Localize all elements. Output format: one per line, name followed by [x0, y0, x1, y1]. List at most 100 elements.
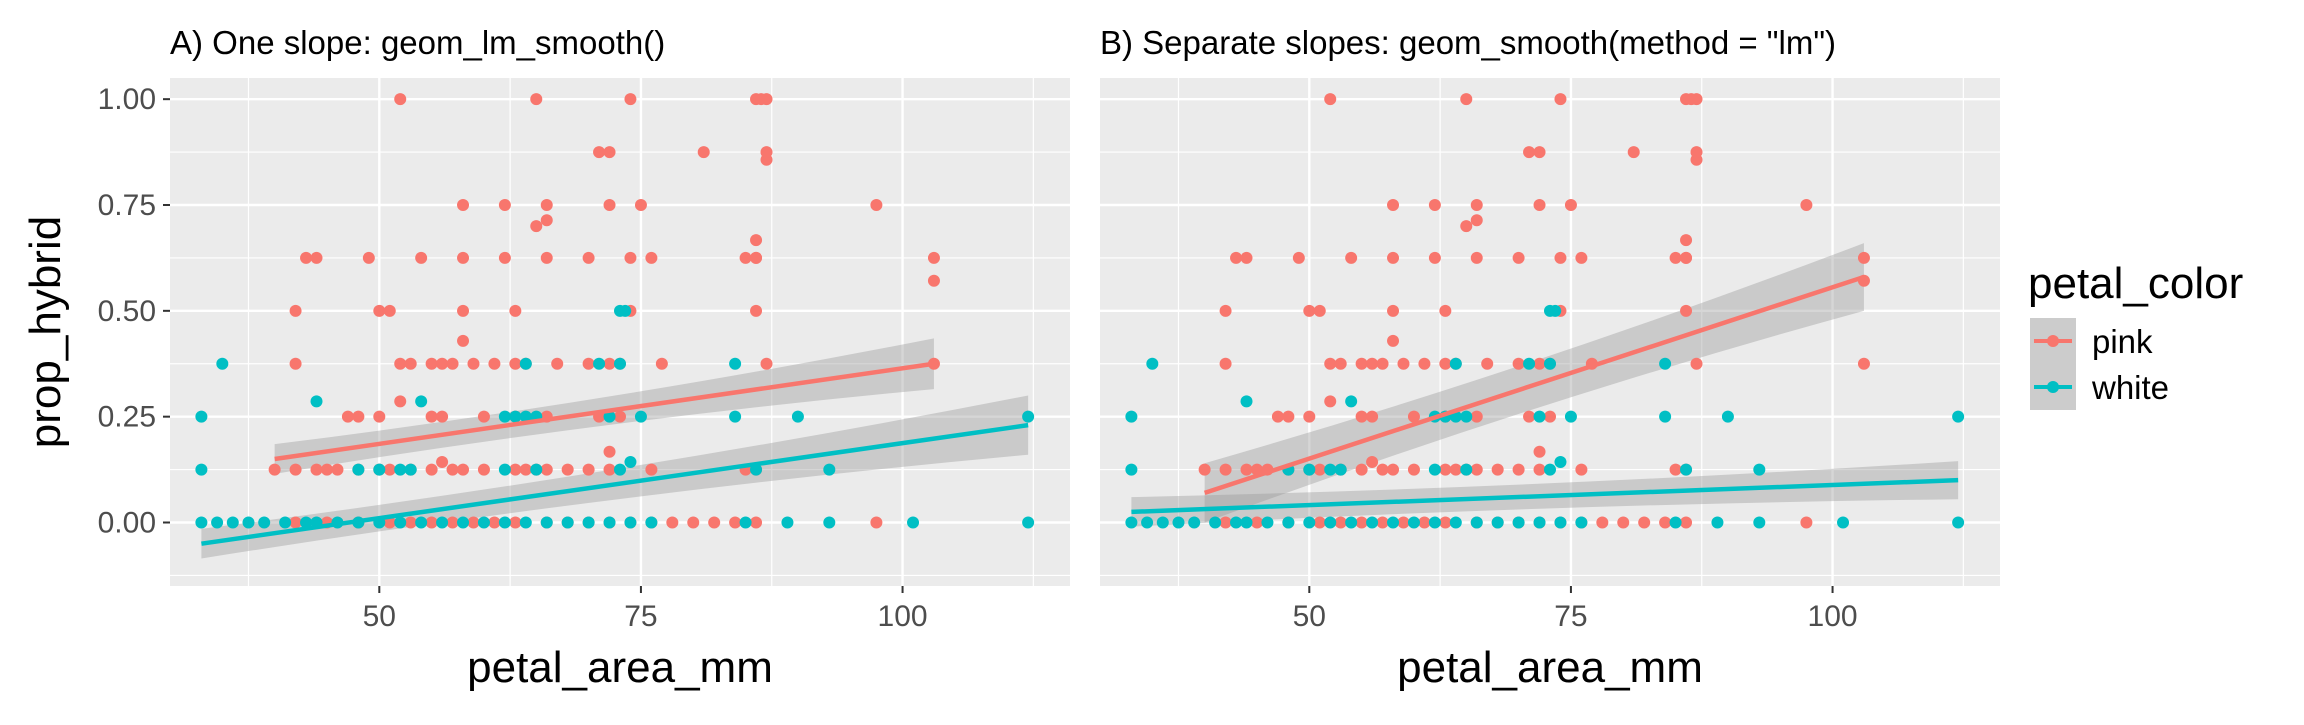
point-white [519, 357, 532, 370]
point-pink [1219, 357, 1232, 370]
point-pink [404, 357, 417, 370]
point-white [519, 410, 532, 423]
panel-a-x-ticks: 50 75 100 [363, 586, 928, 633]
point-white [1544, 357, 1556, 370]
point-pink [1680, 234, 1693, 247]
point-pink [645, 251, 658, 264]
point-pink [1407, 463, 1420, 476]
point-pink [1397, 357, 1410, 370]
point-pink [1292, 251, 1305, 264]
point-white [1575, 516, 1588, 529]
point-white [1303, 516, 1316, 529]
point-pink [1533, 199, 1546, 211]
point-pink [1659, 516, 1672, 529]
point-pink [457, 251, 470, 264]
point-white [729, 410, 742, 423]
point-pink [436, 455, 449, 468]
confidence-band-pink [274, 338, 934, 474]
point-white [634, 410, 647, 423]
legend-title: petal_color [2028, 259, 2243, 308]
fit-line-white [201, 422, 1029, 546]
point-pink [1533, 357, 1546, 370]
point-pink [1366, 455, 1379, 468]
point-pink [1313, 516, 1326, 529]
point-white [1554, 516, 1567, 529]
point-pink [1439, 463, 1452, 476]
panel-a-title: A) One slope: geom_lm_smooth() [170, 24, 665, 61]
point-pink [530, 220, 543, 233]
point-white [530, 463, 543, 476]
x-tick-label: 100 [1808, 600, 1858, 633]
point-pink [425, 357, 438, 370]
point-pink [1857, 251, 1870, 264]
point-white [394, 516, 407, 529]
point-white [1172, 516, 1185, 529]
point-pink [750, 234, 763, 247]
panel-b-title: B) Separate slopes: geom_smooth(method =… [1100, 24, 1836, 61]
point-pink [540, 463, 553, 476]
point-pink [1313, 463, 1326, 476]
point-white [195, 463, 208, 476]
x-tick-label: 50 [1293, 600, 1326, 633]
point-pink [1219, 304, 1232, 317]
point-pink [624, 93, 637, 106]
point-pink [603, 146, 616, 159]
point-white [498, 410, 511, 423]
point-white [1449, 516, 1462, 529]
point-pink [1324, 395, 1337, 408]
x-tick-label: 75 [624, 600, 657, 633]
point-white [729, 357, 742, 370]
point-pink [1533, 445, 1546, 458]
panel-b-x-axis-title: petal_area_mm [1397, 643, 1703, 692]
point-white [509, 410, 522, 423]
point-pink [1198, 463, 1211, 476]
point-white [195, 516, 208, 529]
point-pink [540, 199, 553, 211]
point-white [1156, 516, 1169, 529]
point-pink [1439, 357, 1452, 370]
point-pink [1800, 199, 1813, 211]
point-pink [1460, 93, 1473, 106]
point-pink [1481, 357, 1494, 370]
point-white [1533, 516, 1546, 529]
point-white [242, 516, 255, 529]
legend-label-white: white [2091, 369, 2169, 406]
point-pink [927, 274, 940, 287]
point-pink [1857, 357, 1870, 370]
point-pink [1418, 357, 1431, 370]
point-white [1022, 516, 1035, 529]
point-white [1460, 410, 1473, 423]
point-pink [436, 410, 449, 423]
point-pink [1334, 357, 1347, 370]
point-pink [1313, 304, 1326, 317]
point-white [1544, 463, 1556, 476]
point-pink [1324, 93, 1337, 106]
point-white [791, 410, 804, 423]
y-tick-label: 1.00 [98, 83, 156, 116]
point-pink [352, 410, 365, 423]
point-pink [289, 516, 302, 529]
point-pink [1230, 251, 1243, 264]
point-pink [1638, 516, 1651, 529]
point-white [739, 516, 752, 529]
point-pink [1449, 463, 1462, 476]
point-pink [1387, 334, 1400, 347]
point-white [1146, 357, 1159, 370]
point-white [1282, 516, 1295, 529]
point-pink [1387, 199, 1400, 211]
point-white [1022, 410, 1035, 423]
point-pink [425, 410, 438, 423]
point-white [1387, 516, 1400, 529]
point-pink [373, 304, 386, 317]
y-tick-label: 0.00 [98, 507, 156, 540]
panel-a-y-ticks: 0.00 0.25 0.50 0.75 1.00 [98, 83, 170, 540]
point-pink [498, 199, 511, 211]
point-pink [425, 516, 438, 529]
point-white [624, 455, 637, 468]
point-pink [760, 93, 773, 106]
point-pink [708, 516, 721, 529]
point-pink [1240, 463, 1253, 476]
point-white [394, 463, 407, 476]
point-pink [1418, 516, 1431, 529]
point-white [1125, 463, 1138, 476]
